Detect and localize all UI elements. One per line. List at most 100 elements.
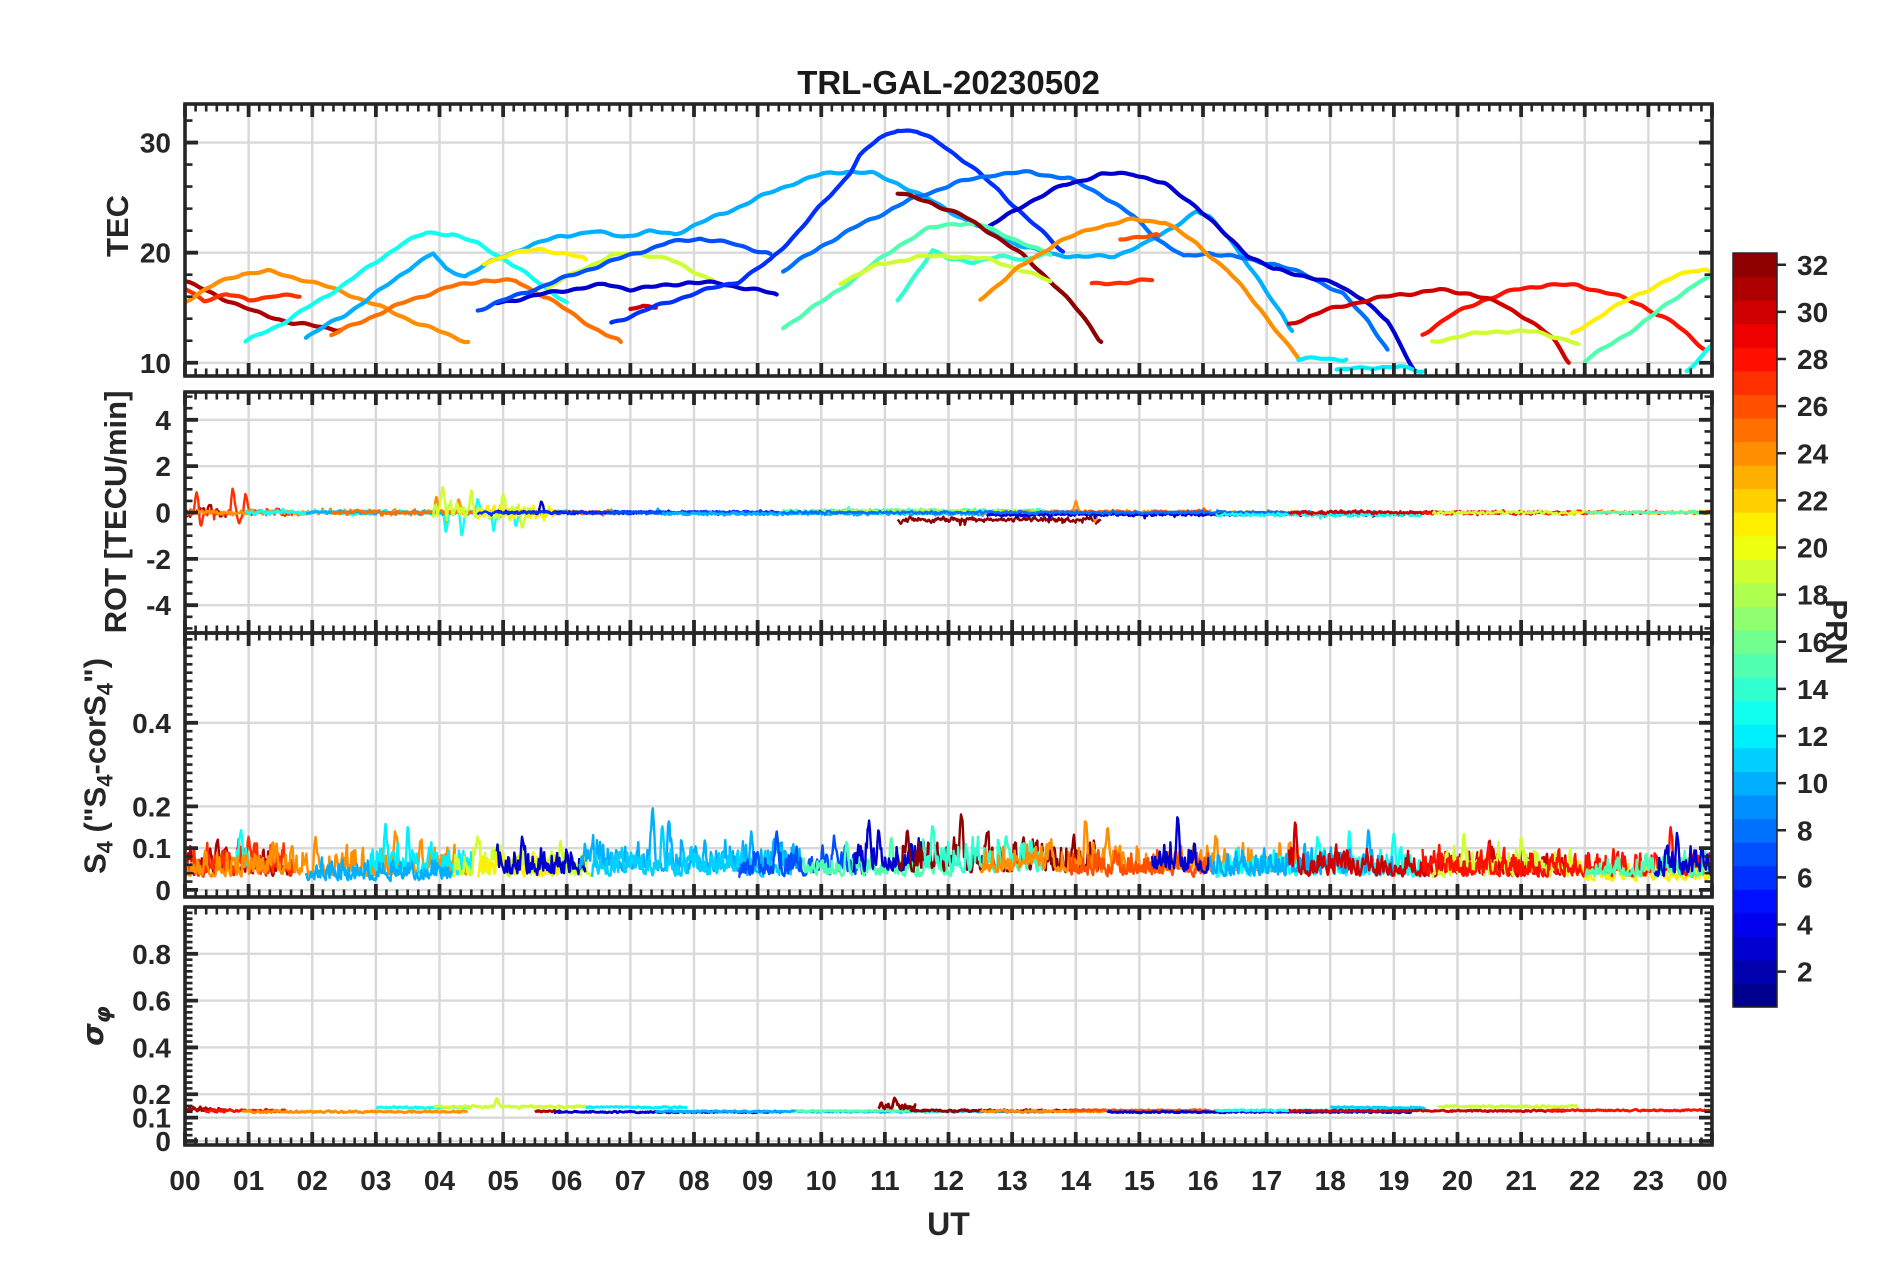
minor-ticks [185,392,1712,633]
tec-arc-prn-24 [186,267,471,345]
tec-arc-prn-25 [329,277,623,344]
colorbar-step [1733,300,1777,325]
s4-trace-prn-15 [1584,849,1711,878]
colorbar-tick-label: 20 [1797,533,1828,564]
y-tick-label: 0.4 [132,708,171,739]
tec-arc-prn-32 [895,191,1104,344]
tec-arc-prn-19 [1430,328,1581,347]
x-tick-label: 08 [678,1165,709,1196]
colorbar-step [1733,794,1777,820]
y-tick-label: 4 [155,405,171,436]
x-tick-label: 19 [1378,1165,1409,1196]
series-group-tec [186,128,1711,375]
colorbar-tick-label: 2 [1797,957,1813,988]
y-tick-label: 0 [155,875,171,906]
s4-trace-prn-3 [851,819,924,873]
colorbar-step [1733,747,1777,772]
tec-arc-prn-8 [781,169,1390,352]
x-tick-label: 17 [1251,1165,1282,1196]
colorbar-step [1733,889,1777,914]
panel-box [183,905,1714,1147]
colorbar-step [1733,912,1777,937]
x-tick-labels: 00 01 02 03 04 05 06 07 08 09 10 11 12 13 14 15 16 17 18 19… [169,1165,1727,1196]
sigma-trace-prn-28 [1545,1108,1711,1113]
colorbar-step [1733,606,1777,631]
x-tick-label: 07 [615,1165,646,1196]
y-tick-label: 2 [155,451,171,482]
tec-arc-prn-15 [781,221,1053,331]
colorbar-ticks [1777,263,1786,973]
x-tick-label: 20 [1442,1165,1473,1196]
x-tick-label: 22 [1569,1165,1600,1196]
colorbar-tick-label: 14 [1797,674,1829,705]
colorbar-step [1733,959,1777,985]
colorbar-step [1733,983,1777,1008]
tec-arc-prn-13 [243,230,569,344]
panel-box [183,102,1714,378]
x-tick-label: 11 [870,1165,900,1196]
panel-box [183,631,1714,899]
x-tick-label: 10 [806,1165,837,1196]
minor-ticks [185,633,1712,897]
x-axis-label: UT [927,1206,970,1242]
colorbar-tick-label: 8 [1797,815,1813,846]
tec-arc-prn-27 [186,286,302,304]
rot-trace-prn-13 [1214,511,1423,520]
panel-sigma: 00.10.2 0.4 0.6 0.8 [132,905,1714,1157]
s4-trace-prn-10 [1208,829,1395,878]
x-tick-label: 06 [551,1165,582,1196]
tec-arc-prn-26 [1118,232,1161,242]
tec-arc-prn-12 [1334,364,1425,375]
colorbar-step [1733,653,1777,678]
sigma-trace-prn-19 [432,1097,593,1110]
tec-arc-prn-14 [895,248,1046,303]
x-tick-label: 23 [1633,1165,1664,1196]
x-tick-label: 18 [1315,1165,1346,1196]
colorbar-step [1733,842,1777,867]
y-tick-label: 0.4 [132,1032,171,1063]
tec-arc-prn-24 [978,216,1301,361]
colorbar-step [1733,700,1777,725]
colorbar-tick-label: 24 [1797,438,1829,469]
tec-arc-prn-13 [1684,343,1711,374]
colorbar-tick-label: 32 [1797,250,1828,281]
colorbar-step [1733,535,1777,560]
tec-arc-prn-6 [609,128,1066,325]
x-tick-label: 13 [997,1165,1028,1196]
colorbar-step [1733,677,1777,702]
y-tick-label: 30 [140,128,171,159]
x-tick-label: 14 [1060,1165,1092,1196]
y-tick-label: 0.1 [132,833,171,864]
colorbar-step [1733,276,1777,301]
x-tick-label: 00 [1696,1165,1727,1196]
colorbar-tick-label: 18 [1797,580,1828,611]
colorbar-step [1733,936,1777,961]
sigma-trace-prn-24 [241,1109,469,1115]
x-tick-label: 16 [1187,1165,1218,1196]
colorbar-tick-label: 28 [1797,344,1828,375]
colorbar-border [1732,252,1778,1008]
colorbar-tick-label: 16 [1797,627,1828,658]
s4-trace-prn-3 [495,835,587,876]
colorbar-step [1733,370,1777,395]
colorbar-step [1733,865,1777,890]
colorbar-step [1733,724,1777,749]
x-tick-label: 01 [233,1165,264,1196]
colorbar-tick-label: 30 [1797,297,1828,328]
tec-arc-prn-3 [984,170,1416,371]
y-tick-label: 0.6 [132,986,171,1017]
colorbar-tick-label: 6 [1797,862,1813,893]
tec-arc-prn-30 [1286,287,1571,365]
series-group-sigma [186,1096,1711,1115]
sigma-trace-prn-30 [1288,1108,1570,1114]
colorbar-step [1733,253,1777,278]
series-group-rot [186,486,1711,537]
colorbar-step [1733,582,1777,608]
colorbar-step [1733,488,1777,513]
x-tick-label: 21 [1506,1165,1537,1196]
rot-trace-prn-27 [187,487,294,527]
minor-ticks [185,104,1712,376]
tec-arc-prn-31 [186,279,343,334]
